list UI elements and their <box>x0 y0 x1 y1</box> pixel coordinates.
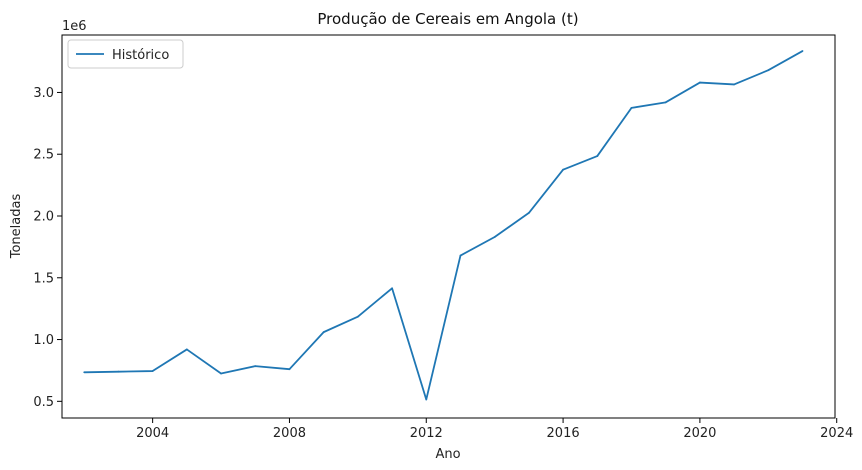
y-axis-label: Toneladas <box>9 194 24 260</box>
data-point <box>664 101 667 104</box>
y-tick-label: 3.0 <box>33 86 54 101</box>
x-tick-label: 2008 <box>273 426 306 441</box>
x-tick-label: 2012 <box>410 426 443 441</box>
data-point <box>562 168 564 171</box>
y-tick-label: 1.0 <box>33 333 54 348</box>
data-point <box>425 398 428 401</box>
y-offset-label: 1e6 <box>62 19 87 34</box>
data-point <box>527 212 530 214</box>
y-tick-label: 1.5 <box>33 271 54 286</box>
y-tick-label: 2.0 <box>33 209 54 224</box>
legend: Histórico <box>67 39 184 69</box>
x-tick-label: 2024 <box>820 426 853 441</box>
data-point <box>767 69 770 72</box>
data-point <box>117 370 120 373</box>
data-point <box>254 365 257 368</box>
data-point <box>151 370 154 372</box>
plot-area: 2004 2008 2012 2016 2020 2024 0.5 1.0 1.5 2.0 2.5 3… <box>33 50 853 441</box>
x-tick-label: 2016 <box>547 426 580 441</box>
data-point <box>288 368 291 371</box>
plot-frame <box>61 34 836 419</box>
y-tick-label: 2.5 <box>33 148 54 163</box>
data-point <box>698 81 701 84</box>
data-point <box>459 254 462 257</box>
data-point <box>220 372 222 375</box>
data-point <box>801 50 804 52</box>
data-point <box>391 287 393 290</box>
data-point <box>493 236 496 238</box>
x-tick-label: 2004 <box>136 426 169 441</box>
legend-label: Histórico <box>112 48 169 63</box>
data-point <box>630 106 633 109</box>
chart-title: Produção de Cereais em Angola (t) <box>317 10 578 28</box>
data-point <box>83 371 86 374</box>
y-tick-label: 0.5 <box>33 395 54 410</box>
data-point <box>733 83 735 86</box>
x-axis-label: Ano <box>435 447 460 462</box>
data-point <box>322 331 325 334</box>
x-tick-label: 2020 <box>683 426 716 441</box>
data-point <box>185 348 188 351</box>
series-line <box>84 50 803 401</box>
data-point <box>356 315 359 318</box>
data-point <box>596 155 599 157</box>
legend-box <box>67 39 184 69</box>
